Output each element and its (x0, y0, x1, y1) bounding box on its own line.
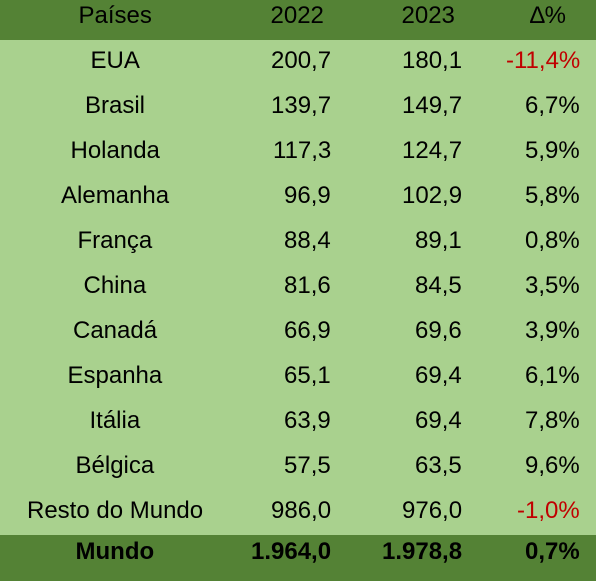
country-cell: Resto do Mundo (27, 497, 204, 524)
country-cell: Canadá (73, 317, 158, 344)
value-cell: 6,7% (525, 92, 580, 119)
value-cell: 986,0 (271, 497, 332, 524)
value-cell: 66,9 (284, 317, 331, 344)
value-cell: 63,9 (284, 407, 331, 434)
value-cell: 65,1 (284, 362, 331, 389)
value-cell: 6,1% (525, 362, 580, 389)
header-cell: ∆% (530, 2, 567, 29)
value-cell: 0,8% (525, 227, 580, 254)
value-cell: 88,4 (284, 227, 331, 254)
header-cell: Países (78, 2, 152, 29)
value-cell: 9,6% (525, 452, 580, 479)
country-cell: Brasil (85, 92, 146, 119)
value-cell: -1,0% (517, 497, 580, 524)
footer-cell: 1.964,0 (251, 538, 332, 565)
country-cell: Espanha (67, 362, 163, 389)
value-cell: 124,7 (402, 137, 463, 164)
value-cell: 69,4 (415, 407, 462, 434)
footer-cell: 1.978,8 (382, 538, 463, 565)
value-cell: 69,4 (415, 362, 462, 389)
value-cell: 81,6 (284, 272, 331, 299)
header-cell: 2022 (270, 2, 324, 29)
value-cell: 102,9 (402, 182, 463, 209)
value-cell: 69,6 (415, 317, 462, 344)
country-cell: Alemanha (61, 182, 170, 209)
footer-cell: Mundo (75, 538, 155, 565)
value-cell: 57,5 (284, 452, 331, 479)
value-cell: 5,8% (525, 182, 580, 209)
value-cell: 149,7 (402, 92, 463, 119)
country-cell: Holanda (70, 137, 160, 164)
value-cell: 180,1 (402, 47, 463, 74)
country-cell: China (83, 272, 147, 299)
value-cell: 976,0 (402, 497, 463, 524)
value-cell: 84,5 (415, 272, 462, 299)
value-cell: 63,5 (415, 452, 462, 479)
value-cell: 3,5% (525, 272, 580, 299)
country-cell: França (77, 227, 153, 254)
header-cell: 2023 (401, 2, 455, 29)
value-cell: 139,7 (271, 92, 332, 119)
country-cell: EUA (90, 47, 140, 74)
value-cell: 117,3 (273, 137, 332, 164)
value-cell: 5,9% (525, 137, 580, 164)
value-cell: 7,8% (525, 407, 580, 434)
value-cell: 89,1 (415, 227, 462, 254)
country-cell: Bélgica (75, 452, 155, 479)
value-cell: 200,7 (271, 47, 332, 74)
country-cell: Itália (89, 407, 141, 434)
value-cell: 3,9% (525, 317, 580, 344)
value-cell: 96,9 (284, 182, 331, 209)
footer-cell: 0,7% (525, 538, 580, 565)
value-cell: -11,4% (506, 47, 581, 74)
header-band (0, 0, 596, 40)
footer-band (0, 535, 596, 581)
